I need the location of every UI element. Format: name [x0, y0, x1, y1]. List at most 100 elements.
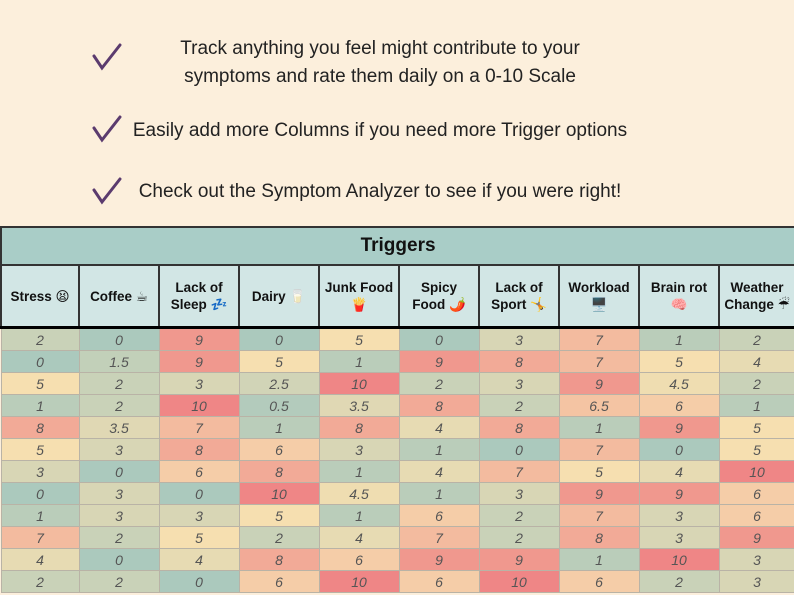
- table-title: Triggers: [0, 226, 794, 266]
- data-cell: 3: [638, 504, 720, 527]
- data-cell: 1: [638, 327, 720, 351]
- data-cell: 4: [318, 526, 400, 549]
- data-cell: 6: [398, 504, 480, 527]
- data-cell: 5: [558, 460, 640, 483]
- bullet-line: symptoms and rate them daily on a 0-10 S…: [184, 66, 576, 87]
- data-cell: 3: [78, 504, 160, 527]
- data-cell: 3: [78, 482, 160, 505]
- data-cell: 1: [238, 416, 320, 439]
- data-cell: 3: [0, 460, 80, 483]
- data-cell: 2.5: [238, 372, 320, 395]
- data-cell: 7: [478, 460, 560, 483]
- data-cell: 2: [718, 327, 794, 351]
- data-cell: 7: [558, 438, 640, 461]
- column-header: Junk Food 🍟: [318, 264, 400, 329]
- data-cell: 5: [318, 327, 400, 351]
- data-cell: 3: [478, 372, 560, 395]
- data-cell: 1: [318, 350, 400, 373]
- data-cell: 4: [158, 548, 240, 571]
- data-cell: 6: [238, 438, 320, 461]
- data-cell: 5: [0, 438, 80, 461]
- data-cell: 0: [238, 327, 320, 351]
- data-cell: 1: [0, 504, 80, 527]
- data-row: 3 0 6 8 1 4 7 5 4 10: [0, 460, 794, 483]
- column-header: Coffee ☕: [78, 264, 160, 329]
- data-cell: 2: [638, 570, 720, 593]
- column-header: Lack of Sleep 💤: [158, 264, 240, 329]
- data-cell: 7: [558, 350, 640, 373]
- data-cell: 6: [718, 482, 794, 505]
- data-cell: 2: [718, 372, 794, 395]
- data-cell: 8: [478, 350, 560, 373]
- data-cell: 9: [158, 350, 240, 373]
- data-cell: 1: [0, 394, 80, 417]
- data-cell: 0: [158, 570, 240, 593]
- data-cell: 7: [0, 526, 80, 549]
- data-cell: 4: [638, 460, 720, 483]
- data-cell: 4: [398, 416, 480, 439]
- data-cell: 10: [478, 570, 560, 593]
- data-cell: 8: [238, 548, 320, 571]
- header-row: Stress 😫 Coffee ☕ Lack of Sleep 💤 Dairy 🥛 Ju…: [0, 264, 794, 329]
- data-cell: 7: [558, 504, 640, 527]
- column-header: Stress 😫: [0, 264, 80, 329]
- data-cell: 0: [158, 482, 240, 505]
- data-cell: 10: [318, 372, 400, 395]
- data-cell: 5: [638, 350, 720, 373]
- bullet-line: Easily add more Columns if you need more…: [132, 120, 628, 141]
- data-cell: 5: [0, 372, 80, 395]
- data-cell: 3: [718, 570, 794, 593]
- data-cell: 4.5: [638, 372, 720, 395]
- data-cell: 0: [78, 327, 160, 351]
- data-row: 8 3.5 7 1 8 4 8 1 9 5: [0, 416, 794, 439]
- data-cell: 6: [158, 460, 240, 483]
- data-cell: 1: [718, 394, 794, 417]
- data-cell: 9: [638, 482, 720, 505]
- data-cell: 8: [558, 526, 640, 549]
- data-cell: 10: [318, 570, 400, 593]
- data-row: 0 1.5 9 5 1 9 8 7 5 4: [0, 350, 794, 373]
- data-row: 1 2 10 0.5 3.5 8 2 6.5 6 1: [0, 394, 794, 417]
- data-cell: 4: [398, 460, 480, 483]
- data-cell: 0: [638, 438, 720, 461]
- bullet: Track anything you feel might contribute…: [120, 35, 640, 91]
- data-cell: 2: [78, 372, 160, 395]
- data-cell: 5: [718, 438, 794, 461]
- data-cell: 2: [478, 504, 560, 527]
- column-header: Workload 🖥️: [558, 264, 640, 329]
- data-cell: 7: [398, 526, 480, 549]
- data-cell: 8: [478, 416, 560, 439]
- data-cell: 3.5: [78, 416, 160, 439]
- bullet-line: Track anything you feel might contribute…: [180, 38, 580, 59]
- data-cell: 8: [238, 460, 320, 483]
- data-cell: 9: [398, 350, 480, 373]
- data-cell: 1.5: [78, 350, 160, 373]
- triggers-table: Triggers Stress 😫 Coffee ☕ Lack of Sleep 💤 D…: [0, 226, 794, 593]
- data-cell: 0: [0, 350, 80, 373]
- data-cell: 1: [558, 548, 640, 571]
- data-cell: 2: [78, 526, 160, 549]
- check-icon: [92, 177, 122, 205]
- data-cell: 1: [318, 460, 400, 483]
- data-cell: 1: [398, 438, 480, 461]
- data-cell: 7: [558, 327, 640, 351]
- data-cell: 10: [718, 460, 794, 483]
- data-cell: 4: [718, 350, 794, 373]
- data-cell: 8: [398, 394, 480, 417]
- data-cell: 9: [478, 548, 560, 571]
- data-cell: 2: [0, 570, 80, 593]
- data-row: 0 3 0 10 4.5 1 3 9 9 6: [0, 482, 794, 505]
- data-cell: 1: [318, 504, 400, 527]
- data-cell: 8: [158, 438, 240, 461]
- data-cell: 5: [718, 416, 794, 439]
- check-icon: [92, 115, 122, 143]
- data-cell: 3: [718, 548, 794, 571]
- data-cell: 10: [638, 548, 720, 571]
- data-cell: 5: [238, 504, 320, 527]
- data-cell: 6: [718, 504, 794, 527]
- data-cell: 10: [158, 394, 240, 417]
- data-cell: 2: [238, 526, 320, 549]
